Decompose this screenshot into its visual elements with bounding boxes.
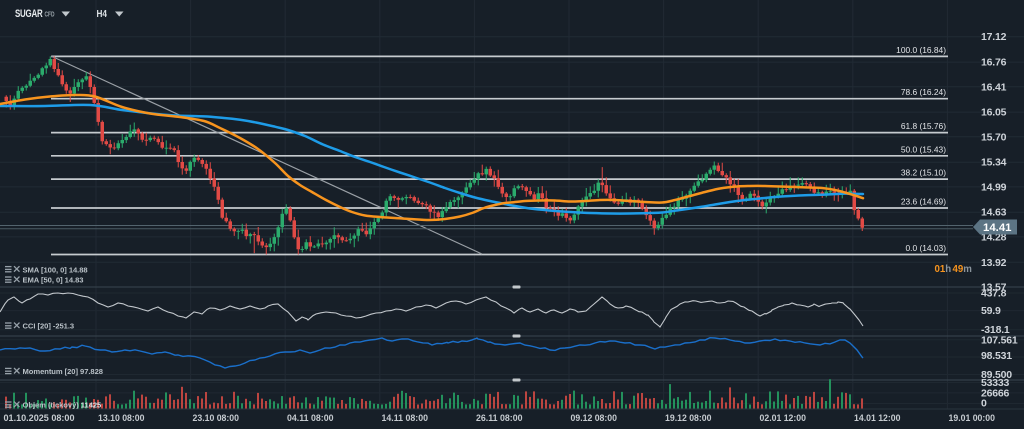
- svg-text:17.12: 17.12: [981, 31, 1007, 43]
- svg-text:98.531: 98.531: [981, 350, 1012, 362]
- svg-text:SUGAR: SUGAR: [15, 8, 43, 20]
- svg-text:23.10 08:00: 23.10 08:00: [193, 413, 240, 424]
- svg-text:13.92: 13.92: [981, 257, 1007, 269]
- svg-text:437.8: 437.8: [981, 288, 1007, 300]
- svg-text:61.8 (15.76): 61.8 (15.76): [901, 121, 946, 131]
- svg-text:13.57: 13.57: [981, 282, 1007, 294]
- svg-text:26666: 26666: [981, 387, 1010, 399]
- svg-text:100.0 (16.84): 100.0 (16.84): [896, 45, 946, 55]
- svg-text:78.6 (16.24): 78.6 (16.24): [901, 87, 946, 97]
- svg-text:-318.1: -318.1: [981, 324, 1010, 336]
- svg-text:0.0 (14.03): 0.0 (14.03): [905, 243, 946, 253]
- svg-text:Momentum [20] 97.828: Momentum [20] 97.828: [23, 367, 103, 376]
- svg-text:16.41: 16.41: [981, 81, 1007, 93]
- svg-text:14.63: 14.63: [981, 207, 1007, 219]
- svg-text:15.34: 15.34: [981, 157, 1007, 169]
- svg-text:14.41: 14.41: [983, 222, 1012, 234]
- svg-text:13.10 08:00: 13.10 08:00: [98, 413, 145, 424]
- svg-text:09.12 08:00: 09.12 08:00: [571, 413, 618, 424]
- svg-text:59.9: 59.9: [981, 305, 1001, 317]
- svg-text:16.76: 16.76: [981, 57, 1007, 69]
- svg-text:01.10.2025 08:00: 01.10.2025 08:00: [4, 413, 75, 424]
- svg-text:38.2 (15.10): 38.2 (15.10): [901, 168, 946, 178]
- svg-text:89.500: 89.500: [981, 369, 1012, 381]
- svg-text:02.01 12:00: 02.01 12:00: [760, 413, 807, 424]
- svg-text:CFD: CFD: [45, 10, 55, 19]
- svg-text:23.6 (14.69): 23.6 (14.69): [901, 197, 946, 207]
- svg-text:EMA [50, 0] 14.83: EMA [50, 0] 14.83: [23, 276, 84, 285]
- svg-text:53333: 53333: [981, 377, 1010, 389]
- svg-text:Objem (tickový) 11425: Objem (tickový) 11425: [23, 401, 103, 410]
- svg-text:107.561: 107.561: [981, 334, 1018, 346]
- svg-text:H4: H4: [97, 9, 108, 20]
- svg-text:50.0 (15.43): 50.0 (15.43): [901, 144, 946, 154]
- svg-text:14.99: 14.99: [981, 181, 1007, 193]
- svg-text:26.11 08:00: 26.11 08:00: [476, 413, 523, 424]
- svg-text:15.70: 15.70: [981, 131, 1007, 143]
- svg-text:19.12 08:00: 19.12 08:00: [665, 413, 712, 424]
- svg-text:14.01 12:00: 14.01 12:00: [854, 413, 901, 424]
- svg-text:19.01 00:00: 19.01 00:00: [949, 413, 996, 424]
- svg-text:0: 0: [981, 398, 987, 410]
- svg-text:04.11 08:00: 04.11 08:00: [287, 413, 334, 424]
- svg-text:16.05: 16.05: [981, 107, 1007, 119]
- svg-text:CCI [20] -251.3: CCI [20] -251.3: [23, 322, 75, 331]
- svg-text:01h49m: 01h49m: [935, 264, 973, 275]
- svg-text:SMA [100, 0] 14.88: SMA [100, 0] 14.88: [23, 265, 88, 274]
- svg-text:14.11 08:00: 14.11 08:00: [382, 413, 429, 424]
